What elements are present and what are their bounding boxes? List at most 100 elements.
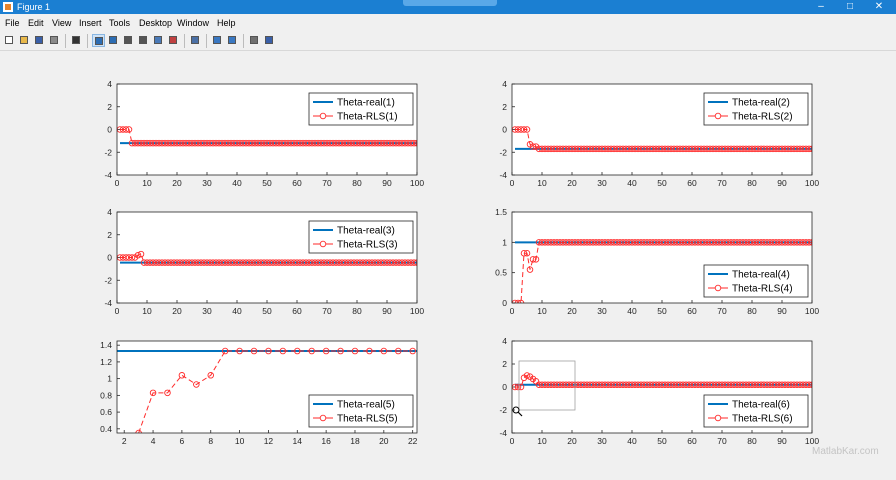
x-tick-label: 70 [717,178,727,188]
data-point[interactable] [236,347,243,355]
axes-box [116,211,418,304]
menu-help[interactable]: Help [217,18,236,28]
data-point[interactable] [520,250,528,257]
data-point[interactable] [308,347,315,355]
data-point[interactable] [294,347,301,355]
series-line-theta-rls[interactable] [515,129,812,150]
data-point[interactable] [517,383,525,391]
data-point[interactable] [529,143,537,150]
data-point[interactable] [221,347,229,355]
data-point[interactable] [193,381,200,388]
data-point[interactable] [517,299,525,306]
x-tick-label: 50 [657,178,667,188]
data-point[interactable] [128,254,136,261]
data-point[interactable] [337,347,344,355]
data-point[interactable] [265,347,272,355]
data-point[interactable] [134,251,142,259]
x-tick-label: 0 [510,178,515,188]
legend[interactable]: Theta-real(6) Theta-RLS(6) [703,394,809,428]
data-point[interactable] [135,429,142,436]
series-line-theta-rls[interactable] [515,241,812,303]
legend[interactable]: Theta-real(4) Theta-RLS(4) [703,264,809,298]
data-point[interactable] [395,347,402,355]
brush-icon[interactable] [167,34,180,47]
data-point[interactable] [514,383,522,391]
data-point[interactable] [520,126,528,133]
maximize-button[interactable]: □ [846,1,854,12]
series-line-theta-rls[interactable] [515,374,812,388]
hide-plot-tools-icon[interactable] [248,34,261,47]
toolbar-separator [184,34,185,48]
open-file-icon-glyph [20,36,28,44]
data-point[interactable] [808,145,815,153]
data-point[interactable] [529,256,537,263]
y-tick-label: -4 [499,170,507,180]
data-point[interactable] [523,250,531,257]
open-file-icon[interactable] [18,34,31,47]
print-icon[interactable] [48,34,61,47]
data-point[interactable] [178,372,186,379]
save-icon[interactable] [33,34,46,47]
y-tick-label: 4 [107,207,112,217]
rotate-3d-icon[interactable] [137,34,150,47]
y-tick-label: 4 [502,79,507,89]
data-point[interactable] [514,299,522,306]
data-point[interactable] [380,347,388,355]
new-figure-icon[interactable] [3,34,16,47]
insert-legend-icon[interactable] [226,34,239,47]
minimize-button[interactable]: – [818,1,824,12]
data-point[interactable] [523,126,531,133]
menu-view[interactable]: View [52,18,72,28]
zoom-selection-rectangle[interactable] [518,360,576,411]
new-figure-icon-glyph [5,36,13,44]
edit-plot-arrow-icon[interactable] [70,34,83,47]
data-point[interactable] [207,372,214,379]
data-point[interactable] [523,372,531,379]
show-plot-tools-icon-glyph [265,36,273,44]
x-tick-label: 90 [382,306,392,316]
y-tick-label: 1.4 [100,340,112,350]
zoom-in-icon[interactable] [92,34,105,47]
insert-colorbar-icon[interactable] [211,34,224,47]
data-point[interactable] [808,381,815,388]
data-point[interactable] [413,139,420,147]
data-point[interactable] [351,347,359,355]
x-tick-label: 60 [687,178,697,188]
data-point[interactable] [322,347,330,355]
data-point[interactable] [526,266,534,273]
legend[interactable]: Theta-real(5) Theta-RLS(5) [308,394,414,428]
menu-tools[interactable]: Tools [109,18,131,28]
menu-window[interactable]: Window [177,18,210,28]
legend[interactable]: Theta-real(3) Theta-RLS(3) [308,220,414,254]
y-tick-label: 4 [107,79,112,89]
menu-insert[interactable]: Insert [79,18,102,28]
data-point[interactable] [532,256,540,263]
data-point[interactable] [122,126,130,133]
data-point[interactable] [164,389,171,397]
data-point[interactable] [279,347,287,355]
data-cursor-icon[interactable] [152,34,165,47]
show-plot-tools-icon[interactable] [263,34,276,47]
pan-hand-icon[interactable] [122,34,135,47]
menu-file[interactable]: File [5,18,20,28]
watermark: MatlabKar.com [812,446,879,457]
data-point[interactable] [149,389,157,397]
series-line-theta-rls[interactable] [120,253,417,264]
title-bar-tab[interactable] [403,0,497,6]
data-point[interactable] [125,126,133,133]
data-point[interactable] [413,259,420,266]
data-point[interactable] [409,347,416,355]
zoom-out-icon[interactable] [107,34,120,47]
x-tick-label: 10 [537,178,547,188]
data-point[interactable] [512,299,519,306]
legend[interactable]: Theta-real(1) Theta-RLS(1) [308,92,414,126]
data-point[interactable] [137,250,145,258]
close-button[interactable]: ✕ [874,1,884,12]
link-plot-icon[interactable] [189,34,202,47]
data-point[interactable] [250,347,258,355]
menu-edit[interactable]: Edit [28,18,44,28]
data-point[interactable] [366,347,373,355]
menu-desktop[interactable]: Desktop [139,18,173,28]
data-point[interactable] [808,239,815,246]
legend[interactable]: Theta-real(2) Theta-RLS(2) [703,92,809,126]
